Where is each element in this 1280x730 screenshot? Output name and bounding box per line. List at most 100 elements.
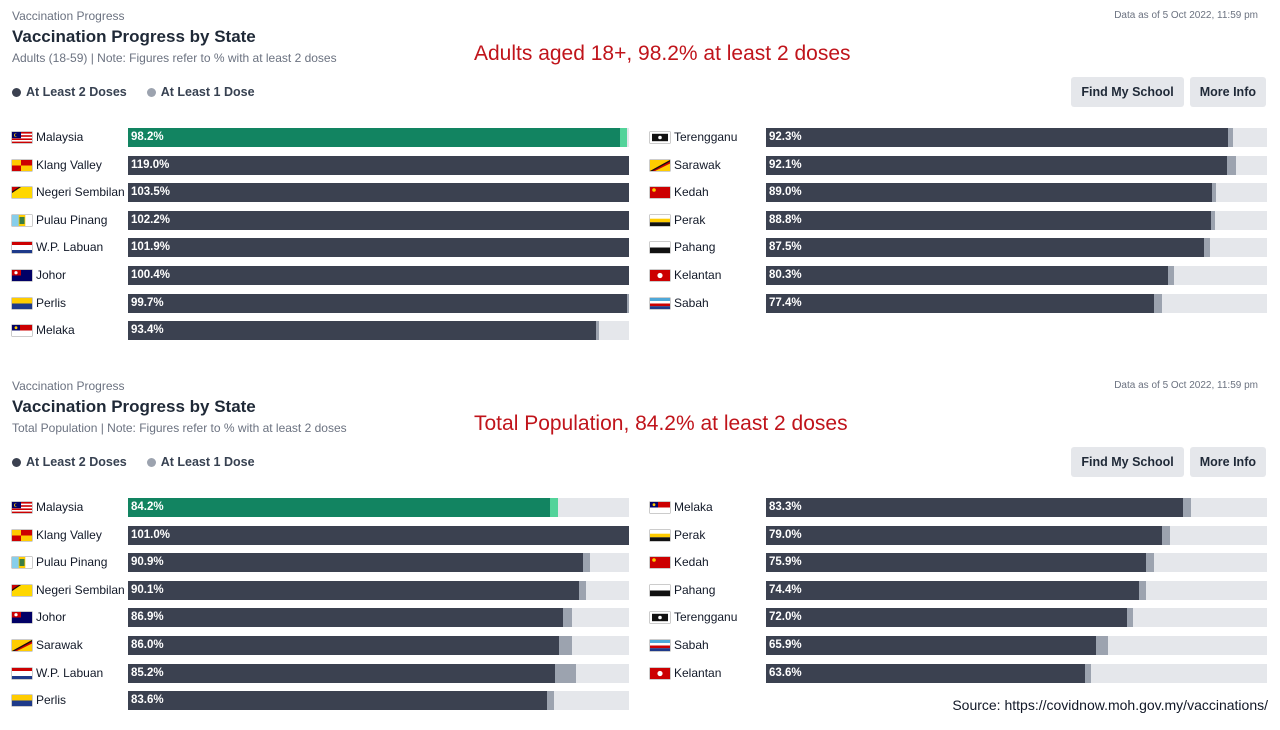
bar-track: 65.9% [766,635,1267,655]
flag-klang-valley-icon [12,529,32,541]
bar-track: 75.9% [766,553,1267,573]
bar-dose2 [766,498,1184,517]
bar-track: 119.0% [128,155,629,175]
find-my-school-button[interactable]: Find My School [1071,447,1184,477]
bar-track: 101.9% [128,238,629,258]
legend-label: At Least 1 Dose [160,455,255,469]
panel-title: Vaccination Progress by State [12,27,256,46]
state-label: Perlis [36,693,67,708]
legend-item-dose2[interactable]: At Least 2 Doses [12,455,127,469]
bar-dose2 [128,293,628,313]
bar-track: 98.2% [128,128,629,147]
bar-track: 103.5% [128,183,629,203]
flag-terengganu-icon [650,132,670,143]
bar-dose2 [128,128,620,147]
bar-value-label: 86.0% [131,638,164,651]
panel-total-population: Vaccination Progress Vaccination Progres… [0,370,1280,730]
chart-legend: At Least 2 Doses At Least 1 Dose [12,85,255,99]
legend-label: At Least 2 Doses [26,85,127,99]
bar-dose2 [766,155,1228,175]
flag-johor-icon [12,269,32,281]
panel-actions: Find My School More Info [1071,447,1266,477]
flag-kedah-icon [650,187,670,199]
bar-value-label: 72.0% [769,611,802,624]
bar-dose2 [128,580,580,600]
legend-dot-icon [146,457,156,467]
state-label: Kedah [674,185,709,200]
more-info-button[interactable]: More Info [1189,77,1266,107]
bar-track: 85.2% [128,663,629,683]
state-label: Perak [674,527,706,542]
state-label: Malaysia [36,130,84,144]
bar-dose2 [128,238,629,258]
bar-dose2 [128,498,550,517]
bar-value-label: 84.2% [131,501,164,513]
flag-pulau-pinang-icon [12,214,32,226]
flag-labuan-icon [12,242,32,254]
bar-track: 101.0% [128,525,629,545]
state-label: Kelantan [674,665,722,680]
bar-dose2 [766,128,1229,147]
legend-item-dose1[interactable]: At Least 1 Dose [146,85,255,99]
more-info-button[interactable]: More Info [1189,447,1266,477]
find-my-school-button[interactable]: Find My School [1071,77,1184,107]
bar-dose2 [128,321,596,341]
bar-dose2 [128,635,559,655]
bar-value-label: 92.3% [769,131,802,143]
bar-value-label: 77.4% [769,296,802,309]
flag-malaysia-icon [12,132,32,143]
state-label: Terengganu [674,130,738,144]
bar-value-label: 99.7% [131,296,164,309]
state-label: Sarawak [36,637,83,652]
flag-negeri-sembilan-icon [12,187,32,199]
bar-dose2 [128,210,629,230]
panel-eyebrow: Vaccination Progress [12,379,125,393]
legend-dot-icon [12,457,21,467]
bar-dose2 [128,265,629,285]
bar-value-label: 119.0% [131,158,170,171]
bar-track: 86.9% [128,608,629,628]
bar-track: 92.1% [766,155,1267,175]
flag-kelantan-icon [650,269,670,281]
bar-track: 90.9% [128,553,629,573]
bar-dose2 [766,663,1085,683]
state-label: Sabah [674,637,709,652]
bar-track: 93.4% [128,321,629,341]
bar-dose2 [766,238,1205,258]
flag-melaka-icon [650,502,670,513]
state-label: Johor [36,267,67,282]
bar-track: 77.4% [766,293,1267,313]
bar-value-label: 87.5% [769,241,802,254]
bar-dose2 [128,525,629,545]
state-label: Malaysia [36,500,84,514]
legend-label: At Least 1 Dose [160,85,255,99]
bar-track: 74.4% [766,580,1267,600]
flag-sabah-icon [650,639,670,651]
bar-value-label: 65.9% [769,638,802,651]
flag-klang-valley-icon [12,159,32,171]
state-label: W.P. Labuan [36,240,104,255]
state-label: Melaka [36,323,75,338]
bar-value-label: 80.3% [769,268,802,281]
state-label: Klang Valley [36,527,102,542]
state-label: Pahang [674,240,716,255]
flag-sarawak-icon [12,639,32,651]
state-label: Pulau Pinang [36,212,108,227]
legend-item-dose1[interactable]: At Least 1 Dose [146,455,255,469]
bar-track: 100.4% [128,265,629,285]
bar-value-label: 86.9% [131,611,164,624]
state-label: Perlis [36,295,67,310]
bar-track: 102.2% [128,210,629,230]
bar-value-label: 90.1% [131,583,164,596]
bar-value-label: 102.2% [131,213,171,226]
flag-pahang-icon [650,584,670,596]
flag-perak-icon [650,529,670,541]
bar-value-label: 101.9% [131,241,171,254]
bar-track: 90.1% [128,580,629,600]
data-as-of-timestamp: Data as of 5 Oct 2022, 11:59 pm [1114,10,1258,21]
bar-track: 79.0% [766,525,1267,545]
panel-adults: Vaccination Progress Vaccination Progres… [0,0,1280,360]
bar-track: 92.3% [766,128,1267,147]
legend-item-dose2[interactable]: At Least 2 Doses [12,85,127,99]
flag-negeri-sembilan-icon [12,584,32,596]
